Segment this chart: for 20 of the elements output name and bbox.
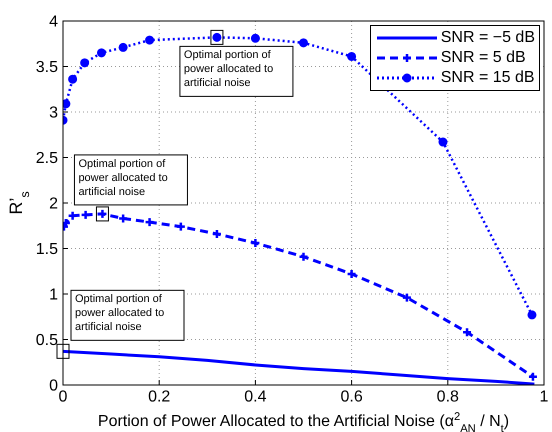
legend-label: SNR = 5 dB bbox=[440, 49, 526, 67]
x-tick-label: 0.2 bbox=[148, 388, 170, 406]
x-tick-label: 1 bbox=[540, 388, 549, 406]
y-tick-label: 3 bbox=[49, 104, 58, 122]
legend-label: SNR = 15 dB bbox=[440, 69, 535, 87]
y-tick-label: 1.5 bbox=[36, 241, 58, 258]
x-tick-label: 0.6 bbox=[340, 388, 363, 406]
y-tick-label: 2.5 bbox=[36, 150, 58, 168]
y-tick-label: 3.5 bbox=[36, 59, 58, 76]
annotation: Optimal portion of power allocated to artificial noise bbox=[75, 292, 166, 334]
x-tick-label: 0.8 bbox=[436, 388, 460, 406]
x-tick-label: 0.4 bbox=[244, 388, 267, 406]
y-tick-label: 4 bbox=[49, 14, 58, 31]
y-tick-label: 2 bbox=[49, 196, 58, 213]
annotation: Optimal portion of power allocated to artificial noise bbox=[78, 156, 169, 199]
y-tick-label: 1 bbox=[49, 286, 58, 304]
annotation: Optimal portion of power allocated to artificial noise bbox=[184, 48, 274, 90]
x-axis-title: Portion of Power Allocated to the Artificial Noise (α$^{2}$$_{AN}$ / N$_{t}$) bbox=[98, 411, 510, 432]
legend-label: SNR = −5 dB bbox=[440, 29, 535, 47]
y-tick-label: 0.5 bbox=[36, 332, 58, 350]
